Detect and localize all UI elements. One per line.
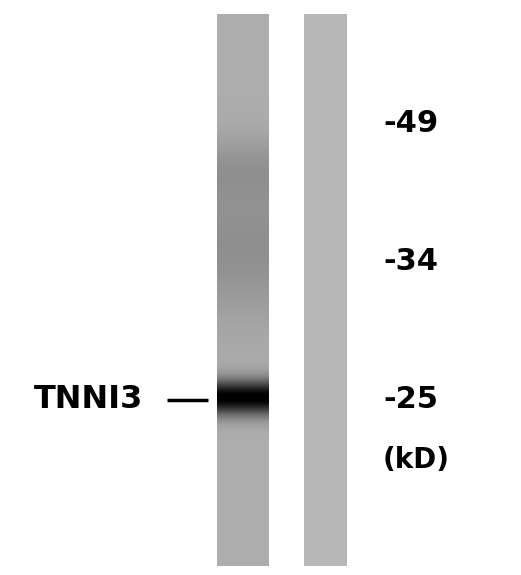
- Text: TNNI3: TNNI3: [34, 384, 143, 415]
- Text: -49: -49: [383, 109, 438, 138]
- Text: -25: -25: [383, 385, 438, 414]
- Text: (kD): (kD): [383, 446, 450, 474]
- Text: -34: -34: [383, 247, 438, 276]
